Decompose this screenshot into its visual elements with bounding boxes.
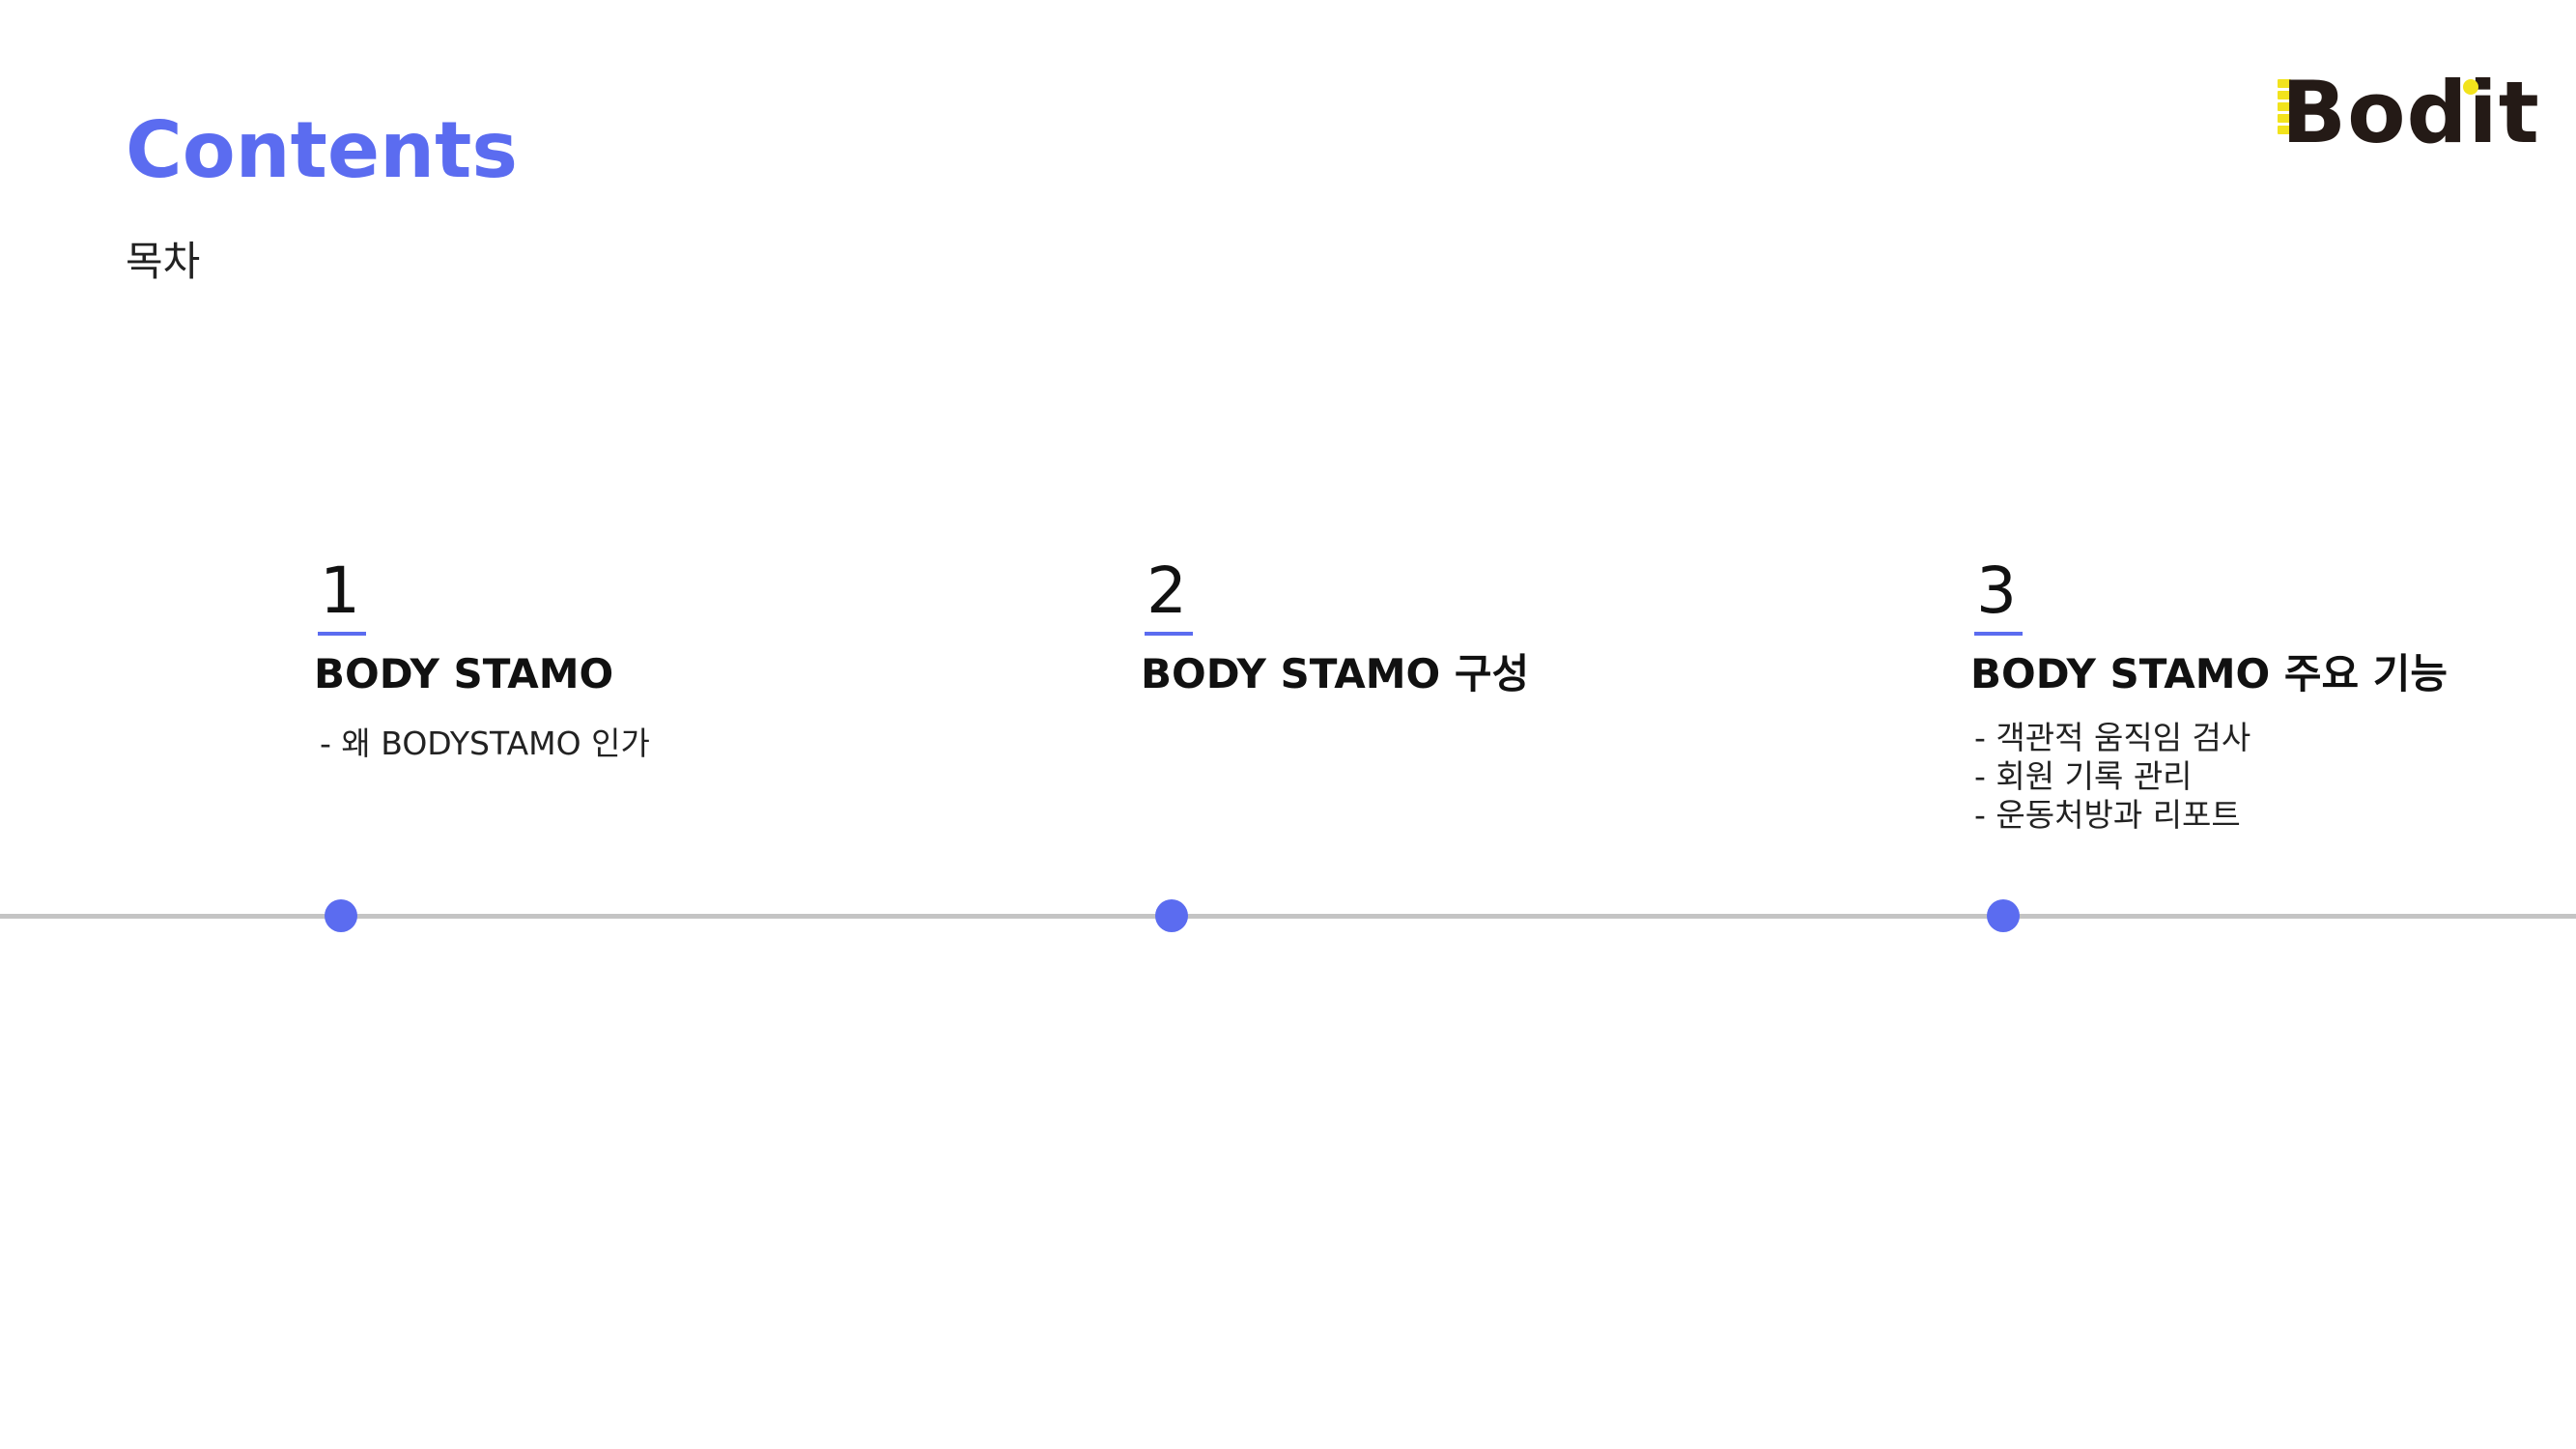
section-item: 객관적 움직임 검사: [1974, 719, 2550, 757]
timeline-dot-1: [325, 899, 357, 932]
section-item: 왜 BODYSTAMO 인가: [320, 724, 893, 763]
bodit-logo: Bodit: [2272, 70, 2539, 156]
section-item: 회원 기록 관리: [1974, 757, 2550, 796]
section-number: 2: [1146, 554, 1187, 628]
timeline-dot-2: [1155, 899, 1188, 932]
page-subtitle: 목차: [126, 238, 201, 285]
section-items: 왜 BODYSTAMO 인가: [320, 724, 893, 763]
section-number: 1: [320, 554, 360, 628]
logo-dot-icon: [2463, 79, 2478, 95]
timeline-dot-3: [1987, 899, 2020, 932]
section-1: 1 BODY STAMO 왜 BODYSTAMO 인가: [314, 553, 893, 763]
section-title: BODY STAMO 주요 기능: [1970, 650, 2449, 697]
page-title: Contents: [126, 105, 518, 195]
section-underline: [1974, 632, 2023, 636]
section-number: 3: [1976, 554, 2017, 628]
section-3: 3 BODY STAMO 주요 기능 객관적 움직임 검사 회원 기록 관리 운…: [1970, 553, 2550, 835]
logo-stripes-icon: [2278, 79, 2291, 137]
logo-text: Bodit: [2281, 63, 2540, 162]
section-underline: [1145, 632, 1193, 636]
section-item: 운동처방과 리포트: [1974, 796, 2550, 835]
section-2: 2 BODY STAMO 구성: [1141, 553, 1720, 701]
section-underline: [318, 632, 366, 636]
timeline-line: [0, 914, 2576, 919]
section-title: BODY STAMO: [314, 650, 614, 697]
section-items: 객관적 움직임 검사 회원 기록 관리 운동처방과 리포트: [1974, 719, 2550, 835]
section-title: BODY STAMO 구성: [1141, 650, 1530, 697]
